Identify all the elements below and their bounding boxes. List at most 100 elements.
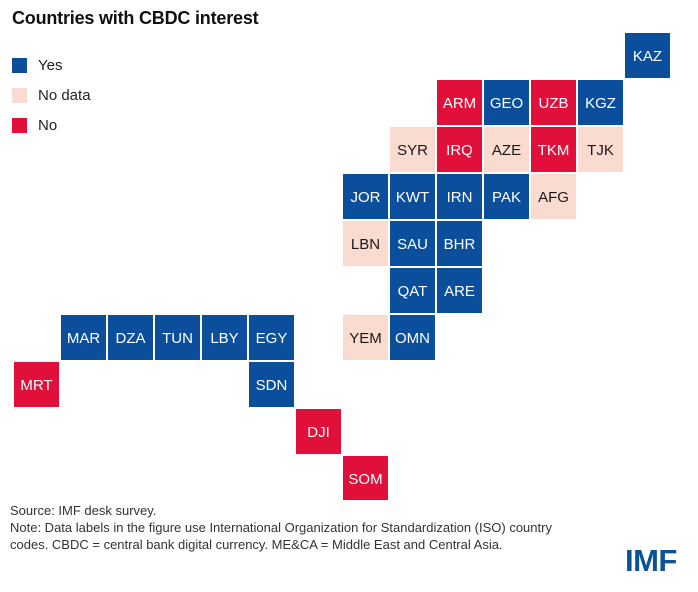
footnote: Note: Data labels in the figure use Inte…: [10, 520, 552, 552]
tile-dji: DJI: [296, 409, 341, 454]
tile-tun: TUN: [155, 315, 200, 360]
tile-tkm: TKM: [531, 127, 576, 172]
tile-lby: LBY: [202, 315, 247, 360]
tile-rect-bhr: [437, 221, 482, 266]
tile-sau: SAU: [390, 221, 435, 266]
legend-swatch-no-data: [12, 87, 27, 103]
legend-item-no: No: [12, 110, 91, 140]
tile-label-sau: SAU: [397, 236, 428, 253]
tile-rect-arm: [437, 80, 482, 125]
tile-mar: MAR: [61, 315, 106, 360]
tile-rect-lbn: [343, 221, 388, 266]
tile-map: KAZ ARM GEO UZB KGZ SYR IRQ AZE TKM TJK JOR KWT IRN P…: [14, 33, 670, 500]
tile-egy: EGY: [249, 315, 294, 360]
tile-rect-kgz: [578, 80, 623, 125]
legend-swatch-yes: [12, 57, 27, 73]
tile-tjk: TJK: [578, 127, 623, 172]
tile-label-bhr: BHR: [444, 236, 476, 253]
tile-aze: AZE: [484, 127, 529, 172]
legend-item-no-data: No data: [12, 80, 91, 110]
tile-rect-dji: [296, 409, 341, 454]
tile-label-yem: YEM: [349, 330, 382, 347]
tile-rect-qat: [390, 268, 435, 313]
tile-rect-afg: [531, 174, 576, 219]
tile-rect-mar: [61, 315, 106, 360]
tile-rect-geo: [484, 80, 529, 125]
tile-rect-kwt: [390, 174, 435, 219]
tile-rect-omn: [390, 315, 435, 360]
tile-rect-jor: [343, 174, 388, 219]
tile-lbn: LBN: [343, 221, 388, 266]
tile-label-arm: ARM: [443, 95, 476, 112]
tile-label-tun: TUN: [162, 330, 193, 347]
tile-rect-egy: [249, 315, 294, 360]
tile-rect-dza: [108, 315, 153, 360]
tile-rect-aze: [484, 127, 529, 172]
tile-label-mrt: MRT: [20, 377, 52, 394]
tile-label-lby: LBY: [210, 330, 238, 347]
tile-uzb: UZB: [531, 80, 576, 125]
tile-kgz: KGZ: [578, 80, 623, 125]
source-note: Source: IMF desk survey.: [10, 503, 157, 518]
tile-pak: PAK: [484, 174, 529, 219]
tile-label-kgz: KGZ: [585, 95, 616, 112]
tile-sdn: SDN: [249, 362, 294, 407]
legend-swatch-no: [12, 117, 27, 133]
tile-rect-yem: [343, 315, 388, 360]
footer: Source: IMF desk survey. Note: Data labe…: [10, 502, 570, 553]
tile-yem: YEM: [343, 315, 388, 360]
tile-label-dza: DZA: [116, 330, 146, 347]
tile-are: ARE: [437, 268, 482, 313]
tile-label-kaz: KAZ: [633, 48, 662, 65]
legend-item-yes: Yes: [12, 50, 91, 80]
legend-label-no-data: No data: [38, 86, 91, 104]
tile-label-som: SOM: [348, 471, 382, 488]
tile-label-tjk: TJK: [587, 142, 614, 159]
tile-afg: AFG: [531, 174, 576, 219]
tile-label-sdn: SDN: [256, 377, 288, 394]
tile-omn: OMN: [390, 315, 435, 360]
tile-label-mar: MAR: [67, 330, 101, 347]
tile-irq: IRQ: [437, 127, 482, 172]
tile-rect-tun: [155, 315, 200, 360]
tile-label-qat: QAT: [398, 283, 428, 300]
tile-rect-lby: [202, 315, 247, 360]
tile-rect-sdn: [249, 362, 294, 407]
tile-dza: DZA: [108, 315, 153, 360]
tile-label-geo: GEO: [490, 95, 523, 112]
tile-jor: JOR: [343, 174, 388, 219]
tile-geo: GEO: [484, 80, 529, 125]
tile-label-irn: IRN: [447, 189, 473, 206]
tile-rect-tjk: [578, 127, 623, 172]
tile-label-jor: JOR: [351, 189, 381, 206]
tile-label-are: ARE: [444, 283, 475, 300]
tile-label-aze: AZE: [492, 142, 521, 159]
tile-rect-irn: [437, 174, 482, 219]
tile-rect-uzb: [531, 80, 576, 125]
tile-bhr: BHR: [437, 221, 482, 266]
tile-label-kwt: KWT: [396, 189, 429, 206]
legend-label-yes: Yes: [38, 56, 63, 74]
tile-label-lbn: LBN: [351, 236, 380, 253]
tile-rect-syr: [390, 127, 435, 172]
tile-kaz: KAZ: [625, 33, 670, 78]
tile-label-omn: OMN: [395, 330, 430, 347]
tile-syr: SYR: [390, 127, 435, 172]
legend: Yes No data No: [12, 50, 91, 140]
tile-rect-tkm: [531, 127, 576, 172]
tile-arm: ARM: [437, 80, 482, 125]
tile-som: SOM: [343, 456, 388, 500]
tile-label-syr: SYR: [397, 142, 428, 159]
tile-irn: IRN: [437, 174, 482, 219]
tile-kwt: KWT: [390, 174, 435, 219]
tile-rect-mrt: [14, 362, 59, 407]
tile-label-uzb: UZB: [539, 95, 569, 112]
tile-rect-som: [343, 456, 388, 500]
tile-rect-sau: [390, 221, 435, 266]
tile-label-dji: DJI: [307, 424, 330, 441]
legend-label-no: No: [38, 116, 58, 134]
tile-label-irq: IRQ: [446, 142, 473, 159]
imf-logo: IMF: [625, 543, 677, 578]
tile-qat: QAT: [390, 268, 435, 313]
tile-mrt: MRT: [14, 362, 59, 407]
